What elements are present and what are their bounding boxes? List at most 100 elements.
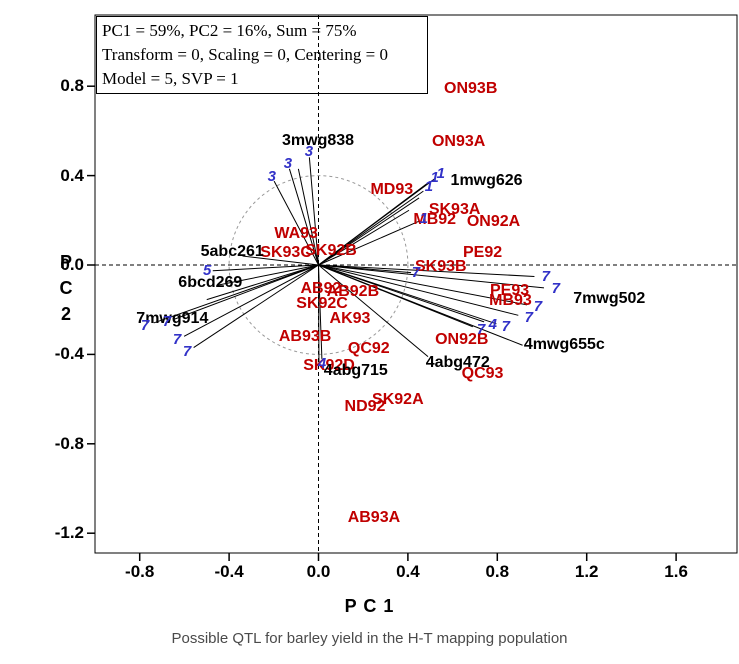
linkage-group-digit: 4	[317, 354, 327, 372]
linkage-group-digit: 7	[541, 268, 550, 286]
stats-line-model: Model = 5, SVP = 1	[102, 69, 239, 88]
linkage-group-digit: 7	[476, 321, 486, 339]
marker-vector-line	[318, 197, 420, 266]
environment-label: AB92	[300, 280, 342, 298]
environment-label: AB93B	[278, 328, 332, 346]
environment-label: ON93B	[444, 79, 498, 97]
environment-label: ON92B	[435, 331, 489, 349]
marker-vector-line	[153, 264, 319, 324]
marker-vector-line	[288, 168, 319, 266]
marker-vector-line	[318, 221, 419, 266]
environment-label: AK93	[329, 310, 371, 328]
y-tick-label: -1.2	[54, 523, 84, 543]
marker-label: 4abg715	[323, 362, 388, 380]
figure-caption: Possible QTL for barley yield in the H-T…	[171, 630, 568, 647]
linkage-group-digit: 7	[533, 298, 543, 316]
environment-label: SK93B	[414, 258, 467, 275]
stats-line-pc: PC1 = 59%, PC2 = 16%, Sum = 75%	[102, 21, 357, 40]
marker-label: 6bcd269	[178, 274, 243, 292]
marker-vector-line	[308, 157, 319, 266]
environment-label: ND92	[344, 398, 386, 416]
x-tick-label: -0.8	[125, 562, 155, 581]
marker-vector-line	[318, 264, 535, 277]
environment-label: SK93C	[260, 243, 312, 261]
marker-vector-line	[318, 264, 485, 323]
environment-label: MB93	[489, 291, 532, 309]
environment-label: AB92B	[326, 283, 380, 301]
plot-frame	[94, 14, 738, 554]
environment-label: SK92B	[305, 241, 357, 259]
linkage-group-digit: 7	[411, 264, 421, 282]
linkage-group-digit: 1	[430, 168, 439, 186]
y-tick-label: -0.4	[54, 344, 84, 364]
marker-vector-line	[318, 264, 519, 316]
marker-vector-line	[242, 255, 319, 266]
x-tick-label: 0.8	[485, 562, 510, 581]
environment-label: AB93A	[347, 508, 401, 526]
marker-vector-line	[318, 209, 410, 266]
marker-vector-line	[318, 178, 435, 266]
linkage-group-digit: 4	[488, 315, 497, 333]
linkage-group-digit: 3	[267, 167, 276, 185]
linkage-group-digit: 1	[419, 210, 428, 228]
marker-label: 7mwg914	[136, 310, 209, 328]
model-stats-box: PC1 = 59%, PC2 = 16%, Sum = 75% Transfor…	[96, 16, 428, 94]
marker-vector-line	[206, 264, 319, 301]
marker-label: 5abc261	[200, 243, 264, 261]
marker-label: 1mwg626	[450, 171, 523, 189]
marker-vector-line	[318, 264, 523, 346]
marker-vector-line	[183, 264, 319, 337]
linkage-group-digit: 7	[524, 308, 533, 326]
environment-label: SK92A	[372, 391, 424, 409]
linkage-group-digit: 7	[172, 331, 182, 349]
x-axis-title: P C 1	[344, 596, 395, 616]
linkage-group-digit: 3	[304, 142, 314, 160]
marker-vector-line	[318, 264, 545, 289]
linkage-group-digit: 7	[162, 312, 172, 330]
y-tick-label: 0.4	[60, 165, 84, 185]
linkage-group-digit: 7	[182, 342, 192, 360]
marker-vector-line	[273, 180, 319, 266]
linkage-group-digit: 3	[283, 154, 293, 172]
environment-label: PE93	[490, 282, 530, 300]
environment-label: SK93A	[428, 200, 481, 218]
environment-label: MB92	[413, 210, 457, 228]
marker-vector-line	[174, 264, 319, 320]
environment-label: SK92D	[303, 357, 355, 375]
environment-label: ON92A	[466, 212, 521, 230]
x-tick-label: 1.2	[574, 562, 599, 581]
linkage-group-digit: 1	[424, 178, 434, 196]
linkage-group-digit: 1	[436, 165, 445, 183]
environment-label: MD93	[370, 180, 414, 198]
marker-vector-line	[318, 264, 412, 274]
environment-label: SK92C	[296, 295, 348, 313]
linkage-group-digit: 7	[501, 317, 510, 335]
marker-vector-line	[193, 264, 319, 349]
marker-label: 7mwg502	[573, 289, 646, 307]
marker-label: 4abg472	[425, 354, 490, 372]
marker-vector-line	[297, 168, 319, 266]
linkage-group-digit: 7	[140, 317, 150, 334]
linkage-group-digit: 7	[551, 280, 561, 298]
x-tick-label: 1.6	[664, 562, 688, 581]
marker-vector-line	[318, 264, 429, 358]
y-tick-label: 0.0	[60, 255, 84, 274]
x-tick-label: 0.0	[306, 562, 331, 581]
x-tick-label: 0.4	[396, 562, 420, 581]
environment-label: ON93A	[431, 132, 486, 150]
environment-label: PE92	[462, 243, 503, 261]
linkage-group-digit: 5	[203, 262, 212, 280]
marker-label: 3mwg838	[282, 131, 355, 149]
y-tick-label: 0.8	[60, 76, 84, 96]
marker-vector-line	[212, 264, 319, 272]
marker-label: 4mwg655c	[523, 336, 605, 354]
marker-vector-line	[318, 264, 528, 306]
marker-vector-line	[318, 190, 424, 266]
stats-line-transform: Transform = 0, Scaling = 0, Centering = …	[102, 45, 388, 64]
y-axis-title: P C 2	[59, 252, 73, 324]
x-tick-label: -0.4	[214, 562, 244, 581]
y-tick-label: -0.8	[54, 433, 84, 453]
environment-label: WA93	[274, 224, 318, 242]
